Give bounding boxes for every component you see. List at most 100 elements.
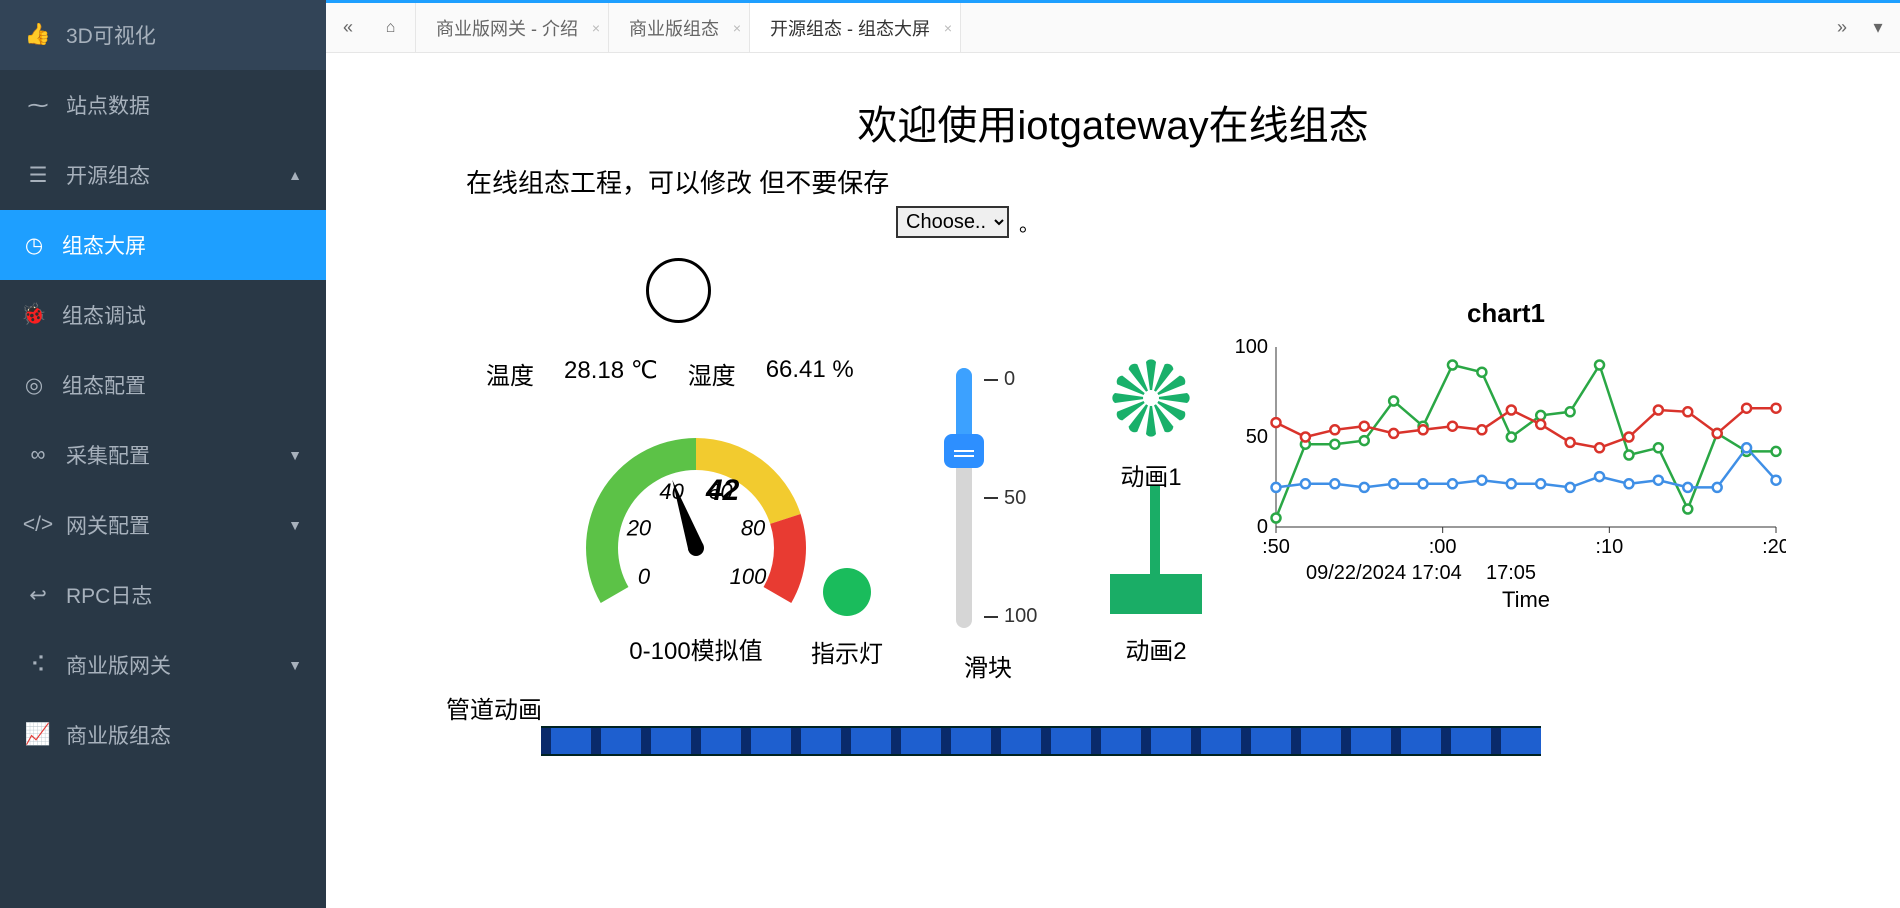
- fan-icon: [1111, 358, 1191, 438]
- chevron-up-icon: ▲: [288, 167, 302, 183]
- sidebar-item-debug[interactable]: 🐞 组态调试: [0, 280, 326, 350]
- tab-home[interactable]: ⌂: [366, 3, 416, 52]
- home-icon: ⌂: [386, 19, 396, 37]
- chart-title: chart1: [1226, 298, 1786, 329]
- slider-widget[interactable]: 0 50 100: [956, 368, 1037, 628]
- thumbs-up-icon: 👍: [24, 23, 52, 47]
- slider-tick: 50: [984, 487, 1037, 510]
- sidebar-item-gateway-config[interactable]: </> 网关配置 ▼: [0, 490, 326, 560]
- pipe-animation: [541, 726, 1541, 756]
- close-icon[interactable]: ×: [592, 20, 600, 36]
- sidebar-item-label: 采集配置: [66, 440, 150, 470]
- sidebar-item-label: 站点数据: [66, 90, 150, 120]
- temp-label: 温度: [486, 356, 534, 391]
- chevron-down-icon: ▼: [288, 657, 302, 673]
- anim1-widget: 动画1: [1111, 358, 1191, 492]
- chevron-down-icon: ▼: [288, 447, 302, 463]
- sidebar-item-label: 组态配置: [62, 370, 146, 400]
- gauge-label: 0-100模拟值: [556, 631, 836, 666]
- tabs-menu-button[interactable]: ▾: [1860, 3, 1896, 52]
- tabs-next-button[interactable]: »: [1824, 3, 1860, 52]
- sidebar: 👍 3D可视化 ⁓ 站点数据 ☰ 开源组态 ▲ ◷ 组态大屏 🐞 组态调试 ◎ …: [0, 0, 326, 908]
- temp-value: 28.18 ℃: [564, 356, 658, 391]
- dashboard-icon: ◷: [20, 233, 48, 258]
- led-indicator: [823, 568, 871, 616]
- svg-text::50: :50: [1262, 536, 1290, 558]
- tab-opensource-dashboard[interactable]: 开源组态 - 组态大屏 ×: [750, 3, 961, 52]
- anim2-widget: 动画2: [1106, 486, 1206, 666]
- sidebar-item-label: 网关配置: [66, 510, 150, 540]
- sidebar-item-label: 开源组态: [66, 160, 150, 190]
- svg-text:80: 80: [741, 515, 766, 540]
- valve-icon: [1106, 486, 1206, 616]
- sidebar-item-label: 3D可视化: [66, 20, 156, 50]
- tab-label: 开源组态 - 组态大屏: [770, 15, 930, 41]
- svg-text:0: 0: [638, 564, 651, 589]
- close-icon[interactable]: ×: [944, 20, 952, 36]
- gauge-svg: 02040608010042: [566, 398, 826, 618]
- chart-widget: chart1 0 50 100 :50 :00 :10 :20 09/22/2024 17:0…: [1226, 298, 1786, 622]
- svg-text:50: 50: [1246, 426, 1268, 448]
- main-area: « ⌂ 商业版网关 - 介绍 × 商业版组态 × 开源组态 - 组态大屏 × »…: [326, 0, 1900, 908]
- sidebar-item-label: 组态调试: [62, 300, 146, 330]
- layers-icon: ☰: [24, 163, 52, 188]
- circle-indicator: [646, 258, 711, 323]
- svg-text:20: 20: [626, 515, 652, 540]
- chart-icon: 📈: [24, 723, 52, 747]
- svg-text::20: :20: [1762, 536, 1786, 558]
- content: 欢迎使用iotgateway在线组态 在线组态工程，可以修改 但不要保存 Cho…: [326, 53, 1900, 908]
- sidebar-item-collect-config[interactable]: ∞ 采集配置 ▼: [0, 420, 326, 490]
- page-subtitle: 在线组态工程，可以修改 但不要保存: [466, 163, 1850, 200]
- sidebar-item-commercial-gateway[interactable]: ⠪ 商业版网关 ▼: [0, 630, 326, 700]
- dot: 。: [1019, 208, 1039, 237]
- slider-track[interactable]: [956, 368, 972, 628]
- gauge-widget: 02040608010042 0-100模拟值: [556, 398, 836, 666]
- tab-commercial-scada[interactable]: 商业版组态 ×: [609, 3, 750, 52]
- slider-tick: 0: [984, 368, 1037, 391]
- bug-icon: 🐞: [20, 303, 48, 327]
- tabs-prev-button[interactable]: «: [330, 3, 366, 52]
- tab-label: 商业版组态: [629, 15, 719, 41]
- tab-commercial-gateway-intro[interactable]: 商业版网关 - 介绍 ×: [416, 3, 609, 52]
- sidebar-item-label: 商业版组态: [66, 720, 171, 750]
- sidebar-item-label: 组态大屏: [62, 230, 146, 260]
- chevron-down-icon: ▼: [288, 517, 302, 533]
- hum-label: 湿度: [688, 356, 736, 391]
- sidebar-item-label: 商业版网关: [66, 650, 171, 680]
- sidebar-item-commercial-scada[interactable]: 📈 商业版组态: [0, 700, 326, 770]
- pulse-icon: ⁓: [24, 93, 52, 118]
- slider-tick: 100: [984, 605, 1037, 628]
- slider-label: 滑块: [964, 648, 1012, 683]
- sidebar-item-rpc-log[interactable]: ↩ RPC日志: [0, 560, 326, 630]
- led-widget: 指示灯: [811, 568, 883, 669]
- sidebar-item-opensource-scada[interactable]: ☰ 开源组态 ▲: [0, 140, 326, 210]
- sidebar-item-config[interactable]: ◎ 组态配置: [0, 350, 326, 420]
- svg-text:Time: Time: [1502, 587, 1550, 612]
- choose-select[interactable]: Choose..: [896, 206, 1009, 238]
- tab-label: 商业版网关 - 介绍: [436, 15, 578, 41]
- anim2-label: 动画2: [1106, 631, 1206, 666]
- target-icon: ◎: [20, 373, 48, 398]
- share-icon: ⠪: [24, 653, 52, 678]
- page-title: 欢迎使用iotgateway在线组态: [376, 93, 1850, 151]
- svg-text:100: 100: [1235, 337, 1268, 358]
- svg-text:09/22/2024 17:04: 09/22/2024 17:04: [1306, 562, 1462, 584]
- sidebar-item-dashboard[interactable]: ◷ 组态大屏: [0, 210, 326, 280]
- hum-value: 66.41 %: [766, 356, 854, 391]
- slider-thumb[interactable]: [944, 434, 984, 468]
- slider-scale: 0 50 100: [984, 368, 1037, 628]
- tab-bar: « ⌂ 商业版网关 - 介绍 × 商业版组态 × 开源组态 - 组态大屏 × »…: [326, 3, 1900, 53]
- svg-text:0: 0: [1257, 516, 1268, 538]
- led-label: 指示灯: [811, 634, 883, 669]
- code-icon: </>: [24, 513, 52, 537]
- svg-text:100: 100: [730, 564, 767, 589]
- svg-text:42: 42: [705, 474, 740, 507]
- return-icon: ↩: [24, 583, 52, 608]
- sidebar-item-label: RPC日志: [66, 580, 152, 610]
- svg-text:17:05: 17:05: [1486, 562, 1536, 584]
- sidebar-item-3d[interactable]: 👍 3D可视化: [0, 0, 326, 70]
- sidebar-item-site-data[interactable]: ⁓ 站点数据: [0, 70, 326, 140]
- svg-text::00: :00: [1429, 536, 1457, 558]
- svg-text::10: :10: [1595, 536, 1623, 558]
- close-icon[interactable]: ×: [733, 20, 741, 36]
